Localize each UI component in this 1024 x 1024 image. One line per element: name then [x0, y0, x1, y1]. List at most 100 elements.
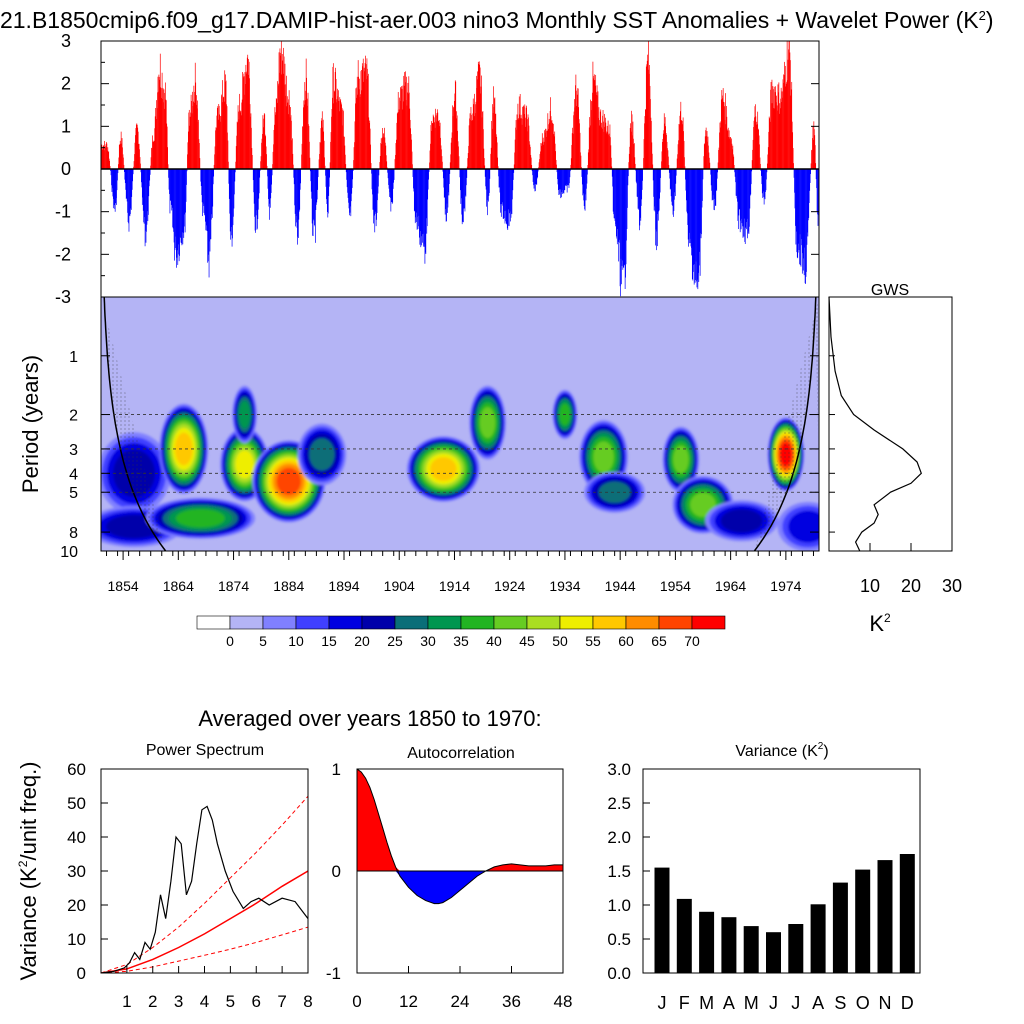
- anomaly-bar: [492, 113, 494, 169]
- anomaly-bar: [619, 169, 620, 243]
- anomaly-bar: [206, 169, 208, 232]
- anomaly-bar: [330, 132, 332, 169]
- wavelet-contour-level: [593, 441, 614, 473]
- anomaly-bar: [717, 162, 719, 169]
- anomaly-bar: [112, 169, 114, 197]
- autocorrelation-panel: Autocorrelation 10-10 12 24 36 48: [326, 745, 573, 1011]
- anomaly-bar: [700, 169, 702, 239]
- variance-month-label: M: [744, 993, 759, 1013]
- anomaly-bar: [209, 169, 211, 252]
- anomaly-bar: [722, 88, 724, 169]
- anomaly-bar: [732, 145, 734, 169]
- anomaly-bar: [698, 169, 700, 282]
- anomaly-bar: [691, 169, 693, 248]
- anomaly-bar: [705, 130, 707, 169]
- anomaly-bar: [302, 127, 304, 169]
- autocorrelation-positive-area: [357, 769, 563, 871]
- anomaly-bar: [458, 146, 459, 169]
- anomaly-bar: [193, 101, 194, 169]
- anomaly-bar: [499, 169, 501, 193]
- anomaly-bar: [494, 113, 496, 169]
- anomaly-bar: [282, 60, 284, 170]
- wavelet-y-label: Period (years): [18, 355, 43, 493]
- anomaly-bar: [469, 113, 471, 169]
- anomaly-bar: [321, 111, 323, 169]
- wavelet-x-tick-label: 1944: [605, 578, 636, 594]
- anomaly-bar: [679, 124, 680, 169]
- anomaly-bar: [735, 169, 737, 196]
- anomaly-bar: [335, 78, 337, 169]
- anomaly-bar: [333, 90, 335, 169]
- anomaly-bar: [799, 169, 801, 235]
- anomaly-bar: [653, 169, 655, 197]
- colorbar-swatch: [625, 615, 660, 630]
- anomaly-bar: [533, 169, 534, 186]
- anomaly-bar: [177, 169, 179, 265]
- wavelet-y-tick-label: 4: [69, 466, 78, 483]
- anomaly-bar: [664, 123, 666, 169]
- anomaly-bar: [351, 169, 353, 194]
- anomaly-bar: [205, 169, 206, 222]
- anomaly-bar: [415, 169, 417, 218]
- cone-of-influence: [101, 297, 819, 551]
- anomaly-bar: [172, 169, 174, 228]
- anomaly-bar: [802, 169, 804, 254]
- anomaly-bar: [249, 104, 251, 169]
- anomaly-bar: [679, 115, 681, 169]
- anomaly-bar: [774, 92, 776, 169]
- anomaly-bar: [765, 169, 767, 191]
- colorbar-swatch: [526, 615, 561, 630]
- anomaly-bar: [541, 145, 543, 169]
- anomaly-bar: [304, 82, 306, 169]
- anomaly-bar: [473, 104, 475, 169]
- colorbar-swatch: [196, 615, 231, 630]
- anomaly-bar: [805, 169, 806, 284]
- anomaly-bar: [773, 89, 775, 169]
- anomaly-bar: [729, 138, 730, 169]
- anomaly-bar: [528, 125, 530, 169]
- anomaly-bar: [742, 169, 744, 238]
- anomaly-bar: [164, 92, 165, 169]
- anomaly-bar: [337, 88, 338, 169]
- anomaly-bar: [386, 161, 388, 169]
- anomaly-bar: [571, 133, 573, 169]
- anomaly-bar: [268, 169, 270, 207]
- anomaly-bar: [662, 138, 664, 169]
- anomaly-bar: [576, 94, 578, 169]
- anomaly-bar: [400, 87, 402, 169]
- anomaly-bar: [363, 81, 365, 169]
- anomaly-bar: [468, 145, 469, 169]
- timeseries-y-tick-label: 2: [61, 74, 71, 94]
- anomaly-bar: [182, 169, 184, 245]
- anomaly-bar: [158, 79, 160, 169]
- anomaly-bar: [490, 147, 492, 169]
- autocorrelation-y-tick-label: -1: [326, 964, 341, 983]
- anomaly-bar: [503, 169, 504, 219]
- anomaly-bar: [555, 159, 557, 169]
- anomaly-bar: [554, 143, 556, 169]
- anomaly-bar: [504, 169, 506, 224]
- anomaly-bar: [204, 169, 206, 214]
- anomaly-bar: [614, 169, 615, 219]
- anomaly-bar: [750, 169, 752, 195]
- anomaly-bar: [617, 169, 619, 242]
- anomaly-bar: [279, 72, 280, 169]
- variance-bar: [766, 932, 781, 973]
- anomaly-bar: [155, 107, 157, 169]
- anomaly-bar: [614, 169, 616, 221]
- anomaly-bar: [521, 124, 523, 169]
- anomaly-bar: [778, 92, 779, 169]
- gws-x-tick-label: 10: [860, 576, 880, 596]
- anomaly-bar: [624, 169, 626, 265]
- anomaly-bar: [689, 169, 691, 239]
- power-spectrum-y-tick-label: 10: [67, 930, 86, 949]
- anomaly-bar: [179, 169, 180, 256]
- anomaly-bar: [435, 115, 437, 169]
- anomaly-bar: [182, 169, 184, 233]
- anomaly-bar: [303, 107, 304, 169]
- anomaly-bar: [447, 169, 449, 208]
- cone-of-influence-right: [753, 297, 817, 551]
- anomaly-bar: [177, 169, 179, 255]
- anomaly-bar: [483, 129, 484, 169]
- anomaly-bar: [234, 169, 236, 173]
